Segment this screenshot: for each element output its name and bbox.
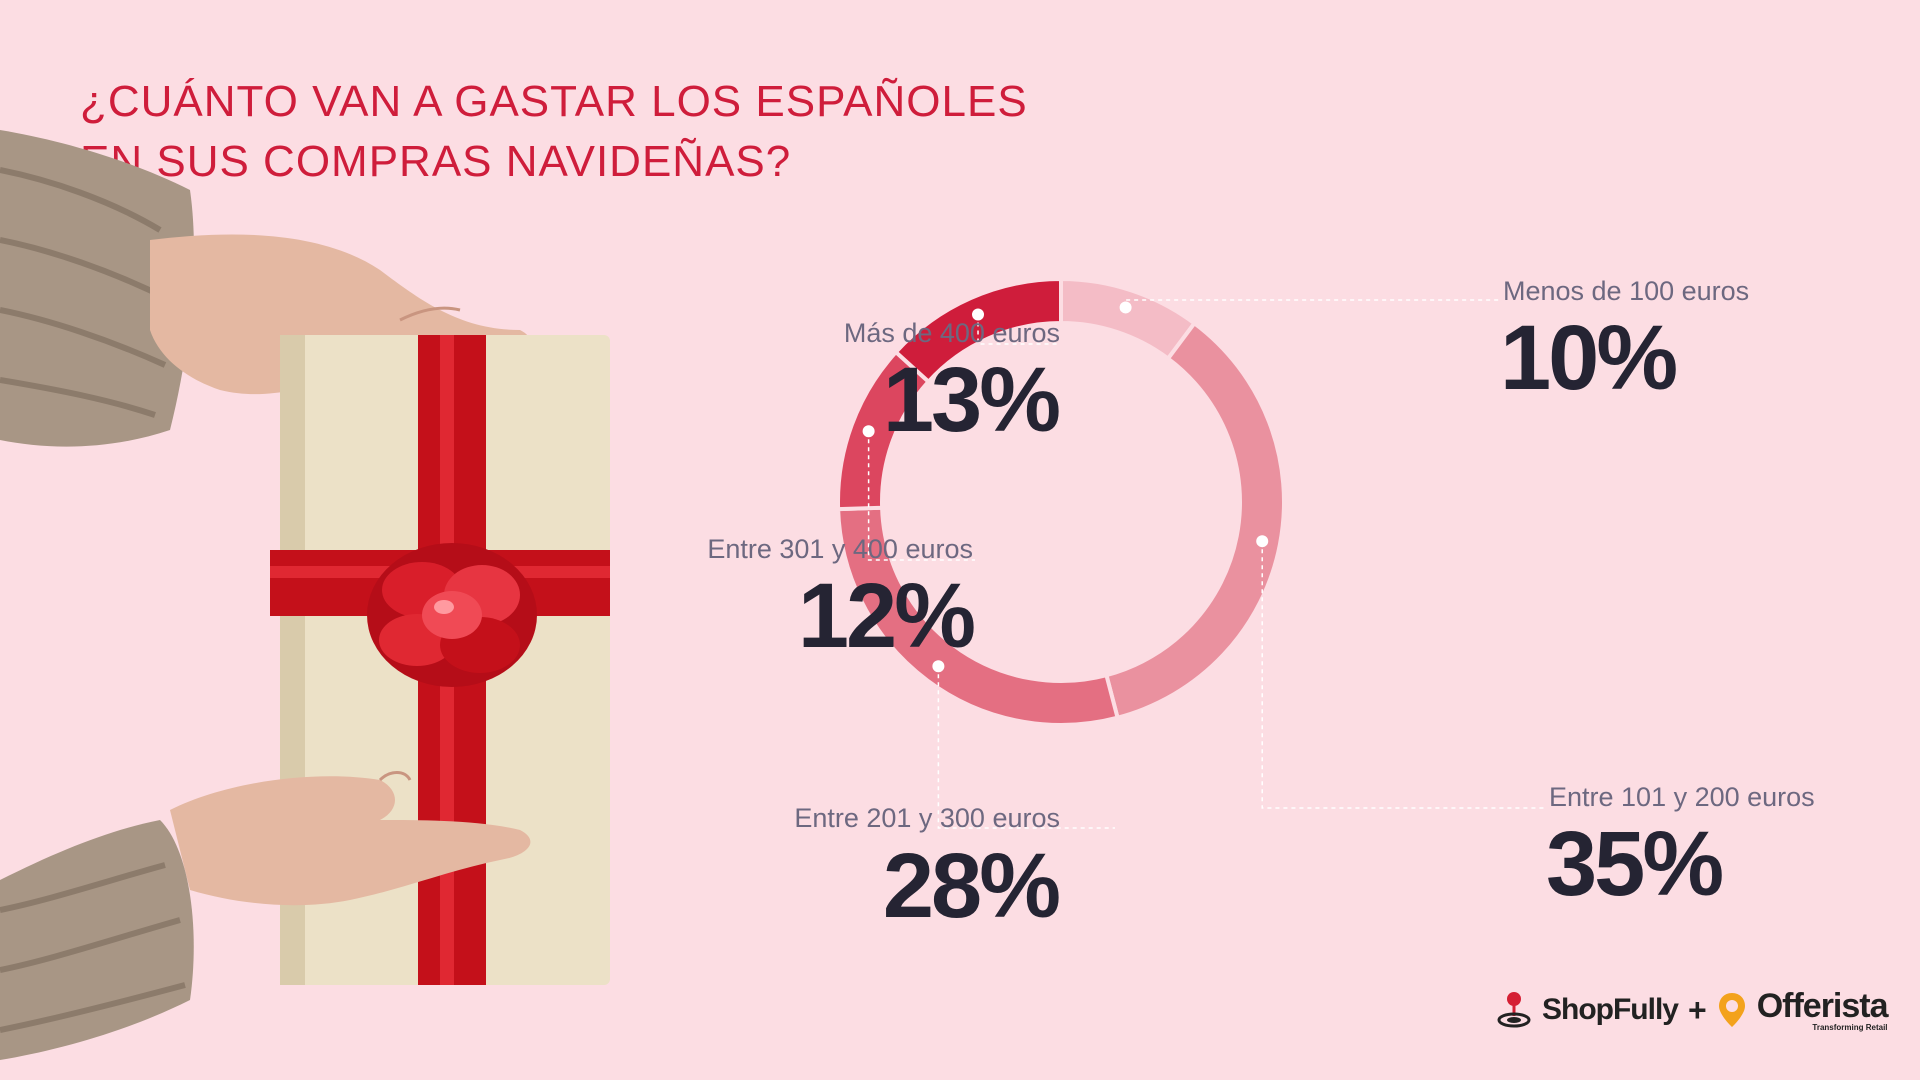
leader-dot-menos-100 — [1119, 301, 1132, 314]
leader-dot-301-400 — [862, 425, 875, 438]
leader-dot-101-200 — [1256, 535, 1269, 548]
footer-logos: ShopFully + Offerista Transforming Retai… — [1496, 986, 1889, 1032]
leader-dot-201-300 — [932, 660, 945, 673]
label-menos-100: Menos de 100 euros — [1503, 276, 1750, 306]
label-301-400: Entre 301 y 400 euros — [707, 534, 973, 564]
value-201-300: 28% — [882, 835, 1061, 937]
value-101-200: 35% — [1546, 813, 1724, 915]
leader-line-201-300 — [937, 666, 1115, 829]
shopfully-logo-icon — [1497, 992, 1531, 1028]
donut-slice-menos-100 — [1059, 276, 1198, 362]
leader-line-101-200 — [1261, 541, 1545, 809]
brand-shopfully: ShopFully — [1542, 993, 1679, 1026]
donut-slice-101-200 — [1103, 320, 1286, 721]
leader-line-menos-100 — [1124, 299, 1500, 308]
value-menos-100: 10% — [1500, 307, 1678, 409]
leader-line-mas-400 — [977, 314, 1060, 345]
brand-offerista: Offerista — [1756, 986, 1889, 1025]
brand-tagline: Transforming Retail — [1812, 1022, 1888, 1032]
value-mas-400: 13% — [882, 349, 1061, 451]
page-title: ¿CUÁNTO VAN A GASTAR LOS ESPAÑOLES EN SU… — [80, 72, 1180, 192]
title-line-2: EN SUS COMPRAS NAVIDEÑAS? — [80, 137, 792, 186]
leader-dot-mas-400 — [972, 308, 985, 321]
label-201-300: Entre 201 y 300 euros — [794, 803, 1060, 833]
offerista-pin-icon — [1718, 993, 1745, 1027]
donut-slice-mas-400 — [893, 276, 1063, 385]
title-line-1: ¿CUÁNTO VAN A GASTAR LOS ESPAÑOLES — [80, 77, 1028, 126]
gift-photo-icon — [0, 130, 610, 1060]
value-301-400: 12% — [797, 565, 976, 667]
leader-line-301-400 — [867, 431, 975, 561]
label-mas-400: Más de 400 euros — [843, 318, 1060, 348]
label-101-200: Entre 101 y 200 euros — [1549, 782, 1815, 812]
plus-sign: + — [1688, 991, 1707, 1028]
